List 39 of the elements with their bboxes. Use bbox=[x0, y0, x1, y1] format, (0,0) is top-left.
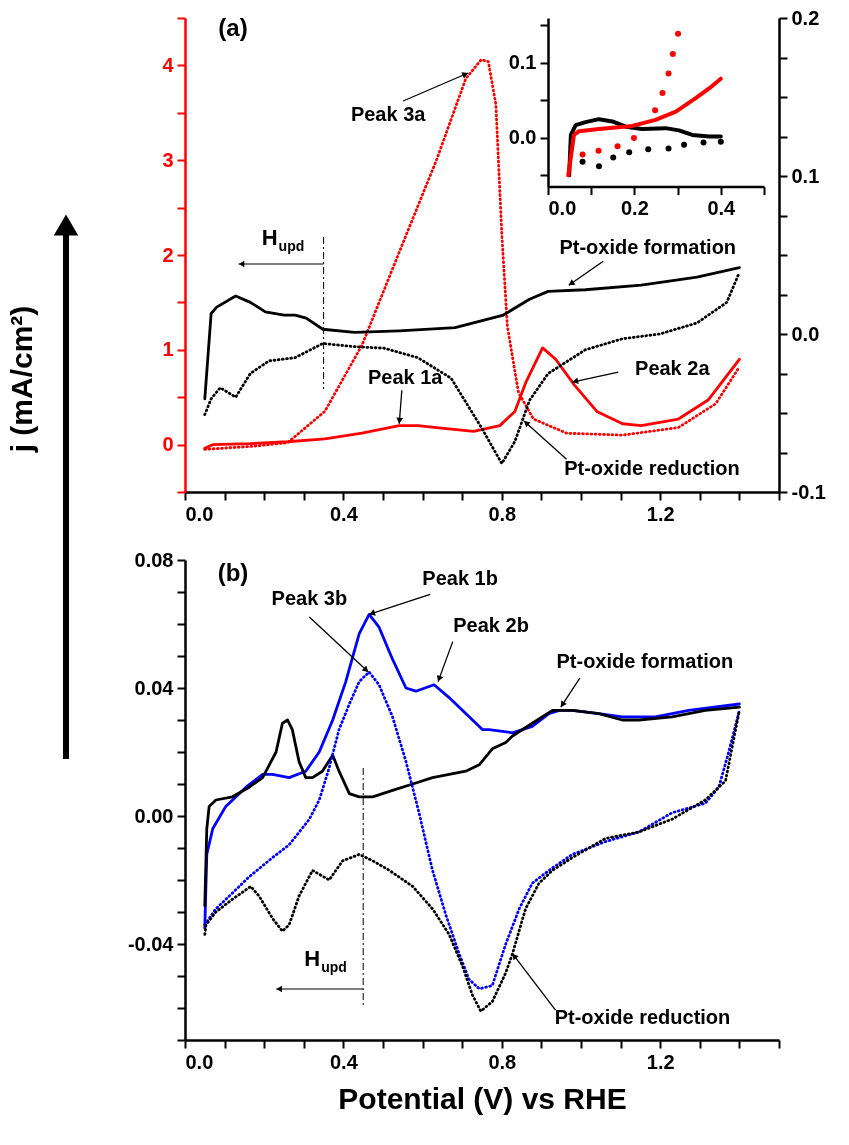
chart-title: (a) bbox=[218, 14, 248, 41]
y-tick-label: 0.08 bbox=[134, 548, 174, 571]
annotation: Peak 1a bbox=[367, 365, 444, 388]
x-tick-label: 0.0 bbox=[548, 197, 577, 220]
x-tick-label: 0.4 bbox=[329, 502, 359, 525]
y2-tick-label: 0.2 bbox=[791, 6, 820, 29]
x-tick-label: 0.8 bbox=[488, 1050, 517, 1073]
x-tick-label: 0.4 bbox=[707, 197, 737, 220]
y-tick-label: 2 bbox=[162, 243, 174, 266]
annotation: Peak 2a bbox=[635, 357, 711, 380]
annotation: Pt-oxide formation bbox=[559, 236, 737, 259]
x-tick-label: 1.2 bbox=[646, 1050, 675, 1073]
x-axis-title: Potential (V) vs RHE bbox=[338, 1081, 627, 1115]
annotation: Peak 1b bbox=[422, 566, 498, 589]
annotation: Pt-oxide reduction bbox=[564, 456, 740, 479]
chart-title: (b) bbox=[217, 559, 249, 586]
x-tick-label: 0.0 bbox=[185, 502, 214, 525]
x-tick-label: 0.0 bbox=[185, 1050, 214, 1073]
y2-tick-label: 0.1 bbox=[791, 164, 820, 187]
y-tick-label: 1 bbox=[162, 338, 174, 361]
y-tick-label: -0.04 bbox=[127, 932, 175, 955]
x-tick-label: 0.8 bbox=[488, 502, 517, 525]
y-tick-label: 0 bbox=[162, 433, 174, 456]
x-tick-label: 1.2 bbox=[646, 502, 675, 525]
y-axis-title: j (mA/cm²) bbox=[5, 305, 38, 454]
y-tick-label: 0.04 bbox=[134, 676, 175, 699]
x-tick-label: 0.4 bbox=[329, 1050, 359, 1073]
y-tick-label: 0.00 bbox=[134, 804, 174, 827]
annotation: Pt-oxide reduction bbox=[554, 1005, 731, 1028]
annotation: Peak 3b bbox=[271, 587, 348, 609]
y-tick-label: 4 bbox=[162, 53, 175, 76]
y2-tick-label: -0.1 bbox=[791, 480, 826, 503]
y2-tick-label: 0.0 bbox=[791, 322, 820, 345]
annotation: Pt-oxide formation bbox=[556, 650, 734, 673]
x-tick-label: 0.2 bbox=[620, 197, 649, 220]
y-tick-label: 3 bbox=[162, 148, 174, 171]
annotation: Peak 2b bbox=[453, 613, 529, 636]
annotation: Peak 3a bbox=[350, 102, 427, 125]
line-series bbox=[566, 76, 723, 178]
